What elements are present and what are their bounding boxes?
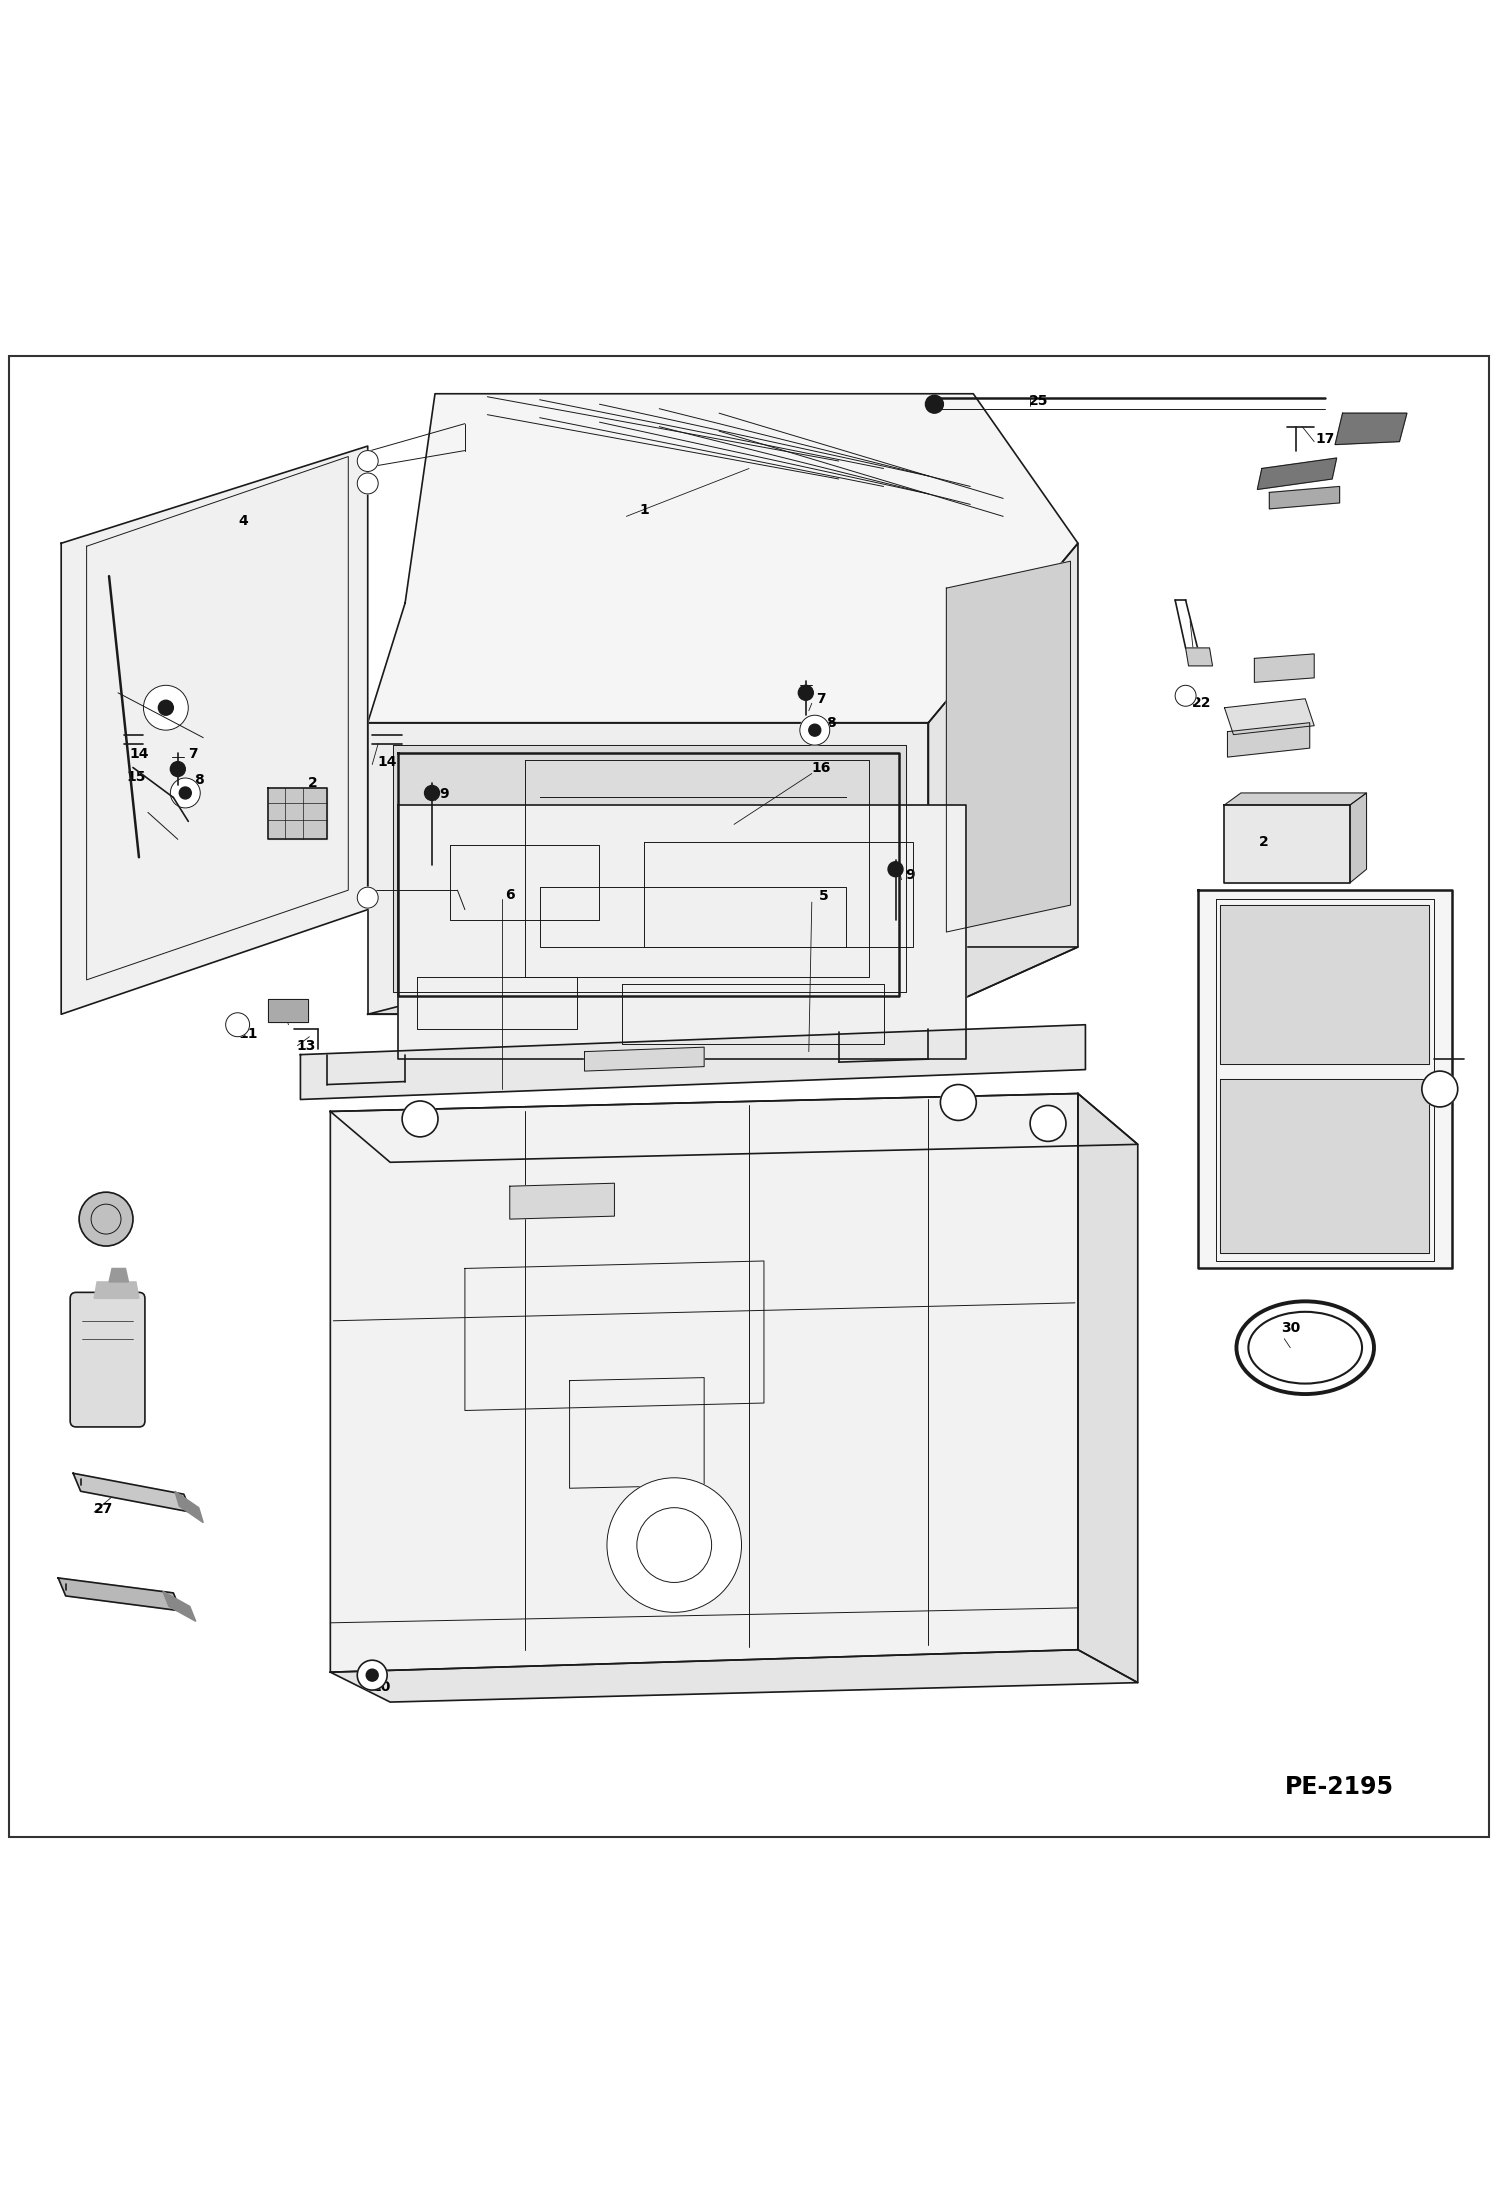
Circle shape [159,700,174,715]
Polygon shape [268,789,328,840]
Polygon shape [392,746,906,991]
Polygon shape [1269,487,1339,509]
Polygon shape [367,724,929,1015]
Text: 22: 22 [1192,695,1212,711]
Text: 28: 28 [93,1360,112,1373]
Text: 11: 11 [238,1026,258,1042]
Text: 1: 1 [640,504,649,518]
Text: 2: 2 [1258,836,1269,849]
Circle shape [357,888,377,908]
Polygon shape [331,1094,1079,1671]
Text: 9: 9 [439,787,449,800]
Circle shape [226,1013,250,1037]
Polygon shape [947,561,1071,932]
Text: 27: 27 [93,1502,112,1515]
Text: 12: 12 [291,1011,310,1026]
Circle shape [357,1660,386,1691]
Text: 17: 17 [1315,432,1335,445]
Text: 13: 13 [297,1039,316,1053]
Polygon shape [1335,412,1407,445]
Circle shape [357,474,377,493]
Polygon shape [509,1184,614,1219]
Text: 18: 18 [1299,469,1318,482]
Circle shape [401,1101,437,1136]
Polygon shape [1219,1079,1429,1254]
Text: 15: 15 [126,770,145,783]
Text: 14: 14 [377,754,397,768]
Circle shape [424,785,439,800]
Polygon shape [163,1592,196,1621]
Text: PE-2195: PE-2195 [1285,1776,1395,1798]
Polygon shape [1350,794,1366,884]
Polygon shape [94,1283,139,1298]
Polygon shape [367,395,1079,724]
Polygon shape [397,805,966,1059]
Polygon shape [1197,890,1452,1268]
Circle shape [366,1669,377,1682]
Polygon shape [1254,654,1314,682]
Text: 21: 21 [1194,651,1213,664]
Text: 25: 25 [1029,395,1049,408]
Circle shape [607,1478,742,1612]
Text: 3: 3 [1249,1020,1260,1035]
FancyBboxPatch shape [70,1292,145,1428]
Text: 19: 19 [1299,491,1318,504]
Circle shape [357,450,377,471]
Circle shape [1031,1105,1067,1140]
Circle shape [171,761,186,776]
Polygon shape [175,1491,204,1522]
Circle shape [800,715,830,746]
Text: 14: 14 [129,748,148,761]
Polygon shape [929,544,1079,1015]
Polygon shape [1227,724,1309,757]
Circle shape [798,686,813,700]
Polygon shape [584,1048,704,1070]
Text: 4: 4 [238,513,249,529]
Circle shape [809,724,821,737]
Circle shape [171,779,201,807]
Text: 23: 23 [1266,667,1285,680]
Text: 30: 30 [1281,1320,1300,1336]
Circle shape [941,1086,977,1121]
Text: 20: 20 [1345,417,1365,430]
Text: 10: 10 [372,1680,391,1695]
Text: 29: 29 [100,1208,120,1222]
Text: 7: 7 [187,748,198,761]
Text: 2: 2 [307,776,318,789]
Polygon shape [301,1024,1086,1099]
Text: 7: 7 [816,691,825,706]
Circle shape [79,1193,133,1246]
Text: 5: 5 [819,888,828,904]
Text: 8: 8 [193,772,204,787]
Circle shape [144,686,189,730]
Polygon shape [367,947,1079,1015]
Circle shape [888,862,903,877]
Circle shape [180,787,192,798]
Text: 24: 24 [1252,715,1272,730]
Polygon shape [58,1579,181,1612]
Text: 26: 26 [81,1586,100,1601]
Polygon shape [73,1474,192,1513]
Text: 6: 6 [505,888,515,901]
Circle shape [1422,1070,1458,1107]
Polygon shape [268,1000,309,1022]
Polygon shape [1224,700,1314,735]
Text: 16: 16 [810,761,830,774]
Polygon shape [1224,794,1366,805]
Polygon shape [331,1649,1138,1702]
Circle shape [1174,686,1195,706]
Text: 8: 8 [827,715,836,730]
Text: 9: 9 [906,868,915,882]
Polygon shape [1185,647,1212,667]
Polygon shape [331,1094,1138,1162]
Polygon shape [1257,458,1336,489]
Circle shape [926,395,944,412]
Polygon shape [61,445,367,1015]
Polygon shape [1219,906,1429,1064]
Polygon shape [1079,1094,1138,1682]
Polygon shape [109,1268,129,1283]
Polygon shape [1224,805,1350,884]
